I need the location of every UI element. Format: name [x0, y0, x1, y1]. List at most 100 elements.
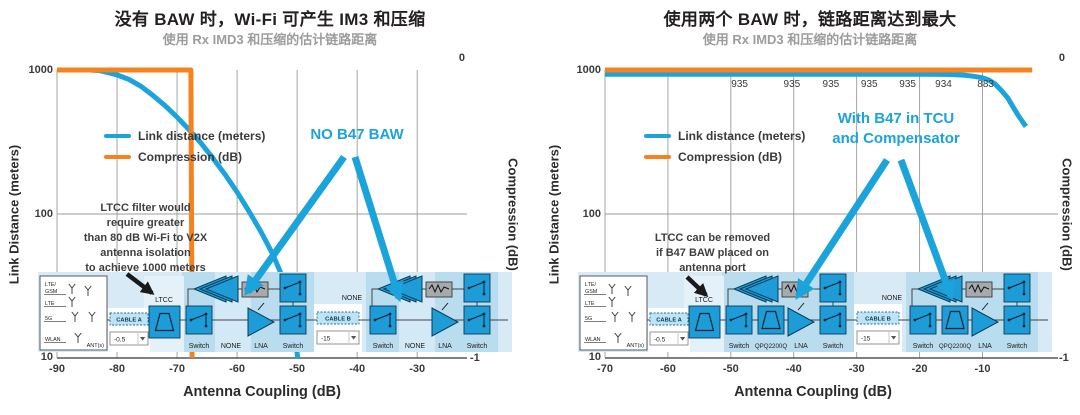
antenna-icon [84, 285, 92, 296]
dropdown-value: -15 [321, 336, 331, 343]
panel-subtitle: 使用 Rx IMD3 和压缩的估计链路距离 [162, 32, 378, 47]
annotation-callout: NO B47 BAW [310, 126, 404, 143]
switch-contact-dot [838, 280, 842, 284]
switch-contact-dot [1022, 292, 1026, 296]
switch-block [909, 305, 937, 335]
y-tick-1000: 1000 [576, 64, 601, 76]
switch-label: Switch [283, 343, 304, 350]
switch-contact-dot [482, 324, 486, 328]
switch-contact-dot [482, 312, 486, 316]
ltcc-label: LTCC [695, 297, 713, 304]
antenna-row-label: GSM [45, 289, 58, 295]
switch-label: Switch [823, 343, 844, 350]
dropdown-select[interactable] [109, 331, 149, 346]
x-tick-label: -30 [849, 363, 865, 375]
attenuator-squiggle-icon [968, 283, 990, 294]
switch-contact-dot [204, 324, 208, 328]
cable-chip [109, 312, 149, 326]
cable-chip-label: CABLE A [656, 318, 682, 324]
callout-arrow-left [244, 154, 347, 296]
series-layer [605, 67, 1033, 128]
switch-contact-dot [838, 324, 842, 328]
antenna-icon [624, 285, 632, 296]
switch-contact-dot [298, 324, 302, 328]
attenuator-box [965, 281, 993, 298]
y-right-tick-neg1: -1 [1059, 352, 1069, 364]
switch-label: Switch [729, 343, 750, 350]
y-right-tick-neg1: -1 [470, 352, 480, 364]
switch-label: Switch [1007, 343, 1028, 350]
compression-curve [57, 67, 195, 359]
y-tick-100: 100 [34, 208, 53, 220]
dropdown-arrow-icon [140, 337, 146, 341]
x-tick-label: -40 [349, 363, 365, 375]
annotation-arrows [125, 154, 404, 303]
switch-contact-dot [204, 312, 208, 316]
dropdown-select[interactable] [649, 331, 689, 346]
x-tick-label: -70 [597, 363, 613, 375]
legend-swatch-compression [104, 154, 131, 160]
lna-gain-arrow [797, 302, 805, 311]
pa-amplifier-icon [388, 275, 423, 303]
switch-label: Switch [373, 343, 394, 350]
x-tick-label: -50 [723, 363, 739, 375]
antenna-row-label: WLAN [585, 337, 601, 343]
antenna-row-label: 5G [585, 316, 592, 322]
annotation-note: LTCC filter would require greater than 8… [83, 202, 208, 274]
legend-swatch-link-distance [644, 133, 671, 139]
switch-contact-dot [388, 324, 392, 328]
lna-icon [971, 307, 1000, 337]
switch-contact-dot [298, 280, 302, 284]
switch-pole-line [374, 313, 390, 321]
bandpass-filter-icon [154, 312, 175, 332]
antenna-icon [614, 332, 622, 343]
y-axis-title-right: Compression (dB) [505, 158, 521, 271]
dropdown-value: -0.5 [654, 337, 666, 344]
legend-label: Link distance (meters) [138, 129, 266, 143]
y-right-tick-0: 0 [1058, 52, 1065, 64]
y-tick-10: 10 [588, 351, 601, 363]
lna-label: LNA [978, 343, 992, 350]
dropdown-select[interactable] [316, 330, 360, 345]
cable-chip [856, 311, 900, 325]
x-axis-title: Antenna Coupling (dB) [734, 384, 892, 400]
diagram-layer: Switch QPQ2200Q LNA Switch Switch QPQ2200Q LNA… [578, 272, 1052, 352]
slot-label: NONE [405, 343, 426, 350]
legend-item-link-distance: Link distance (meters) [644, 129, 805, 143]
antenna-icon [628, 311, 636, 322]
legend-item-compression: Compression (dB) [644, 150, 782, 164]
dropdown-arrow-icon [891, 336, 897, 340]
dropdown-arrow-icon [680, 337, 686, 341]
legend-swatch-compression [644, 154, 671, 160]
attenuator-box [425, 281, 453, 298]
switch-pole-line [284, 281, 300, 289]
lna-gain-arrow [257, 302, 265, 311]
data-point-label: 883 [977, 79, 994, 90]
data-point-label: 935 [899, 79, 916, 90]
switch-label: Switch [189, 343, 210, 350]
switch-pole-line [1008, 281, 1024, 289]
x-tick-label: -40 [786, 363, 802, 375]
cable-chip-label: CABLE A [116, 318, 142, 324]
switch-label: Switch [913, 343, 934, 350]
chart-right: -70 -60 -50 -40 -30 -20 -10 935 935 935 935 935 934… [578, 67, 1058, 375]
note-arrow [685, 275, 709, 298]
cable-chip [316, 311, 360, 325]
pa-amplifier-icon [204, 275, 239, 303]
x-tick-label: -50 [289, 363, 305, 375]
dropdown-select[interactable] [856, 330, 900, 345]
antenna-box [579, 275, 648, 351]
antenna-row-label: LTE [45, 301, 55, 307]
switch-contact-dot [838, 292, 842, 296]
lna-label: LNA [254, 343, 268, 350]
x-tick-label: -60 [660, 363, 676, 375]
cable-b-box [314, 304, 362, 352]
switch-contact-dot [1022, 324, 1026, 328]
antenna-row-label: LTE [585, 301, 595, 307]
lna-icon [787, 307, 816, 337]
pa-amplifier-icon [744, 275, 779, 303]
antenna-box [39, 275, 108, 351]
x-tick-label: -10 [975, 363, 991, 375]
cable-chip-label: CABLE B [325, 317, 351, 323]
switch-pole-line [1008, 313, 1024, 321]
